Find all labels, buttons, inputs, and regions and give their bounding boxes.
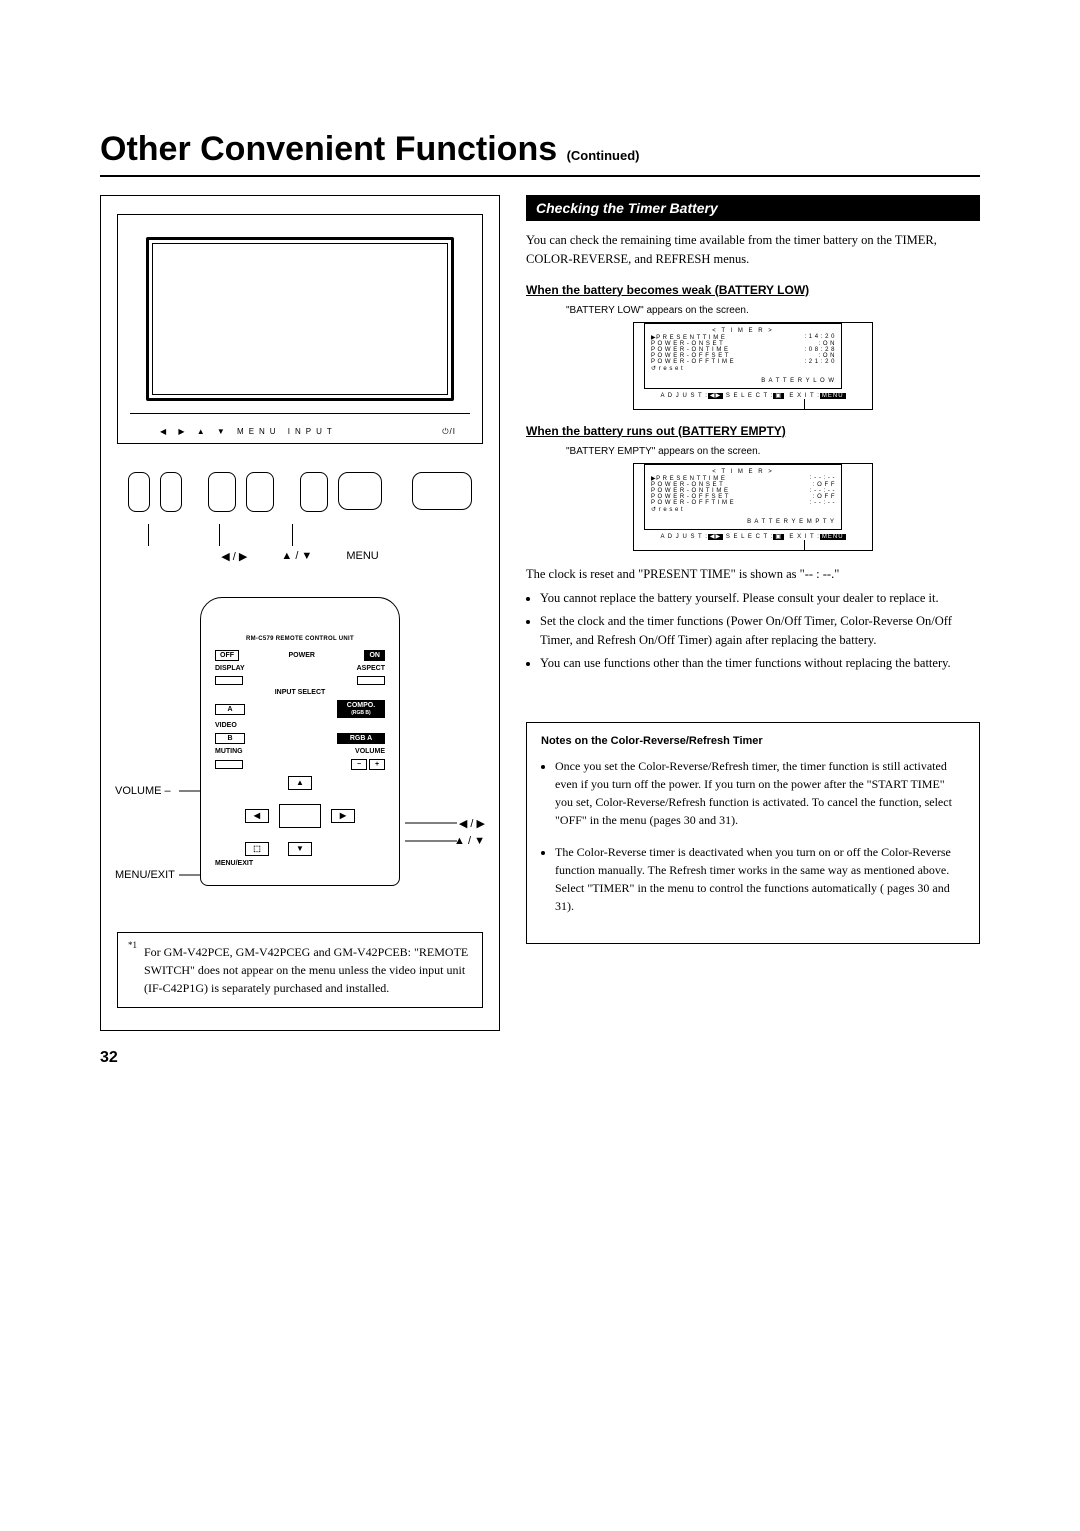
note-item: The Color-Reverse timer is deactivated w… bbox=[555, 843, 965, 915]
page-title: Other Convenient Functions (Continued) bbox=[100, 130, 980, 169]
side-label-volume: VOLUME – bbox=[115, 785, 171, 797]
tv-screen bbox=[146, 237, 454, 401]
bullet: Set the clock and the timer functions (P… bbox=[540, 612, 980, 650]
side-label-ud: ▲ / ▼ bbox=[454, 835, 485, 847]
remote-model: RM-C579 REMOTE CONTROL UNIT bbox=[215, 636, 385, 642]
clock-reset-text: The clock is reset and "PRESENT TIME" is… bbox=[526, 565, 980, 584]
remote-power-label: POWER bbox=[289, 652, 315, 659]
side-label-menuexit: MENU/EXIT bbox=[115, 869, 175, 881]
remote-compo-btn: COMPO. (RGB B) bbox=[337, 700, 385, 718]
remote-vol-plus: + bbox=[369, 759, 385, 770]
remote-muting-btn bbox=[215, 760, 243, 769]
remote-rgba-btn: RGB A bbox=[337, 733, 385, 744]
subhead-battery-low: When the battery becomes weak (BATTERY L… bbox=[526, 283, 980, 297]
page-number: 32 bbox=[100, 1049, 500, 1067]
remote-muting-label: MUTING bbox=[215, 748, 243, 755]
remote-control: RM-C579 REMOTE CONTROL UNIT OFF POWER ON… bbox=[200, 597, 400, 886]
footnote: *1 For GM-V42PCE, GM-V42PCEG and GM-V42P… bbox=[117, 932, 483, 1008]
tv-panel: ◀ ▶ ▲ ▼ MENU INPUT ⏻/I bbox=[117, 214, 483, 444]
remote-on-btn: ON bbox=[364, 650, 385, 661]
front-btn bbox=[338, 472, 382, 510]
tv-base: ◀ ▶ ▲ ▼ MENU INPUT ⏻/I bbox=[130, 413, 470, 435]
bullet: You cannot replace the battery yourself.… bbox=[540, 589, 980, 608]
front-btn bbox=[300, 472, 328, 512]
intro-text: You can check the remaining time availab… bbox=[526, 231, 980, 269]
remote-aspect-label: ASPECT bbox=[357, 665, 385, 672]
front-btn bbox=[246, 472, 274, 512]
battery-bullets: You cannot replace the battery yourself.… bbox=[526, 589, 980, 672]
btn-label-lr: ◀ / ▶ bbox=[221, 550, 247, 563]
remote-b-btn: B bbox=[215, 733, 245, 744]
note-item: Once you set the Color-Reverse/Refresh t… bbox=[555, 757, 965, 829]
caption-battery-low: "BATTERY LOW" appears on the screen. bbox=[566, 305, 980, 316]
remote-volume-label: VOLUME bbox=[355, 748, 385, 755]
notes-title: Notes on the Color-Reverse/Refresh Timer bbox=[541, 735, 965, 747]
dpad-center bbox=[279, 804, 321, 828]
caption-battery-empty: "BATTERY EMPTY" appears on the screen. bbox=[566, 446, 980, 457]
remote-display-label: DISPLAY bbox=[215, 665, 245, 672]
dpad-up: ▲ bbox=[288, 776, 312, 790]
bullet: You can use functions other than the tim… bbox=[540, 654, 980, 673]
remote-display-btn bbox=[215, 676, 243, 685]
front-btn bbox=[208, 472, 236, 512]
tv-power-symbol: ⏻/I bbox=[442, 427, 456, 437]
tv-arrow-labels: ◀ ▶ ▲ ▼ MENU INPUT bbox=[160, 427, 337, 437]
remote-input-select: INPUT SELECT bbox=[275, 689, 326, 696]
subhead-battery-empty: When the battery runs out (BATTERY EMPTY… bbox=[526, 424, 980, 438]
remote-dpad: ▲ ▼ ◀ ▶ ⬚ bbox=[245, 776, 355, 856]
btn-label-ud: ▲ / ▼ bbox=[281, 550, 312, 563]
title-continued: (Continued) bbox=[567, 148, 640, 163]
front-btn bbox=[128, 472, 150, 512]
osd-battery-empty: < T I M E R > ▶P R E S E N T T I M E: - … bbox=[633, 463, 873, 551]
front-buttons bbox=[117, 472, 483, 512]
remote-menuexit-btn: ⬚ bbox=[245, 842, 269, 856]
osd-battery-low: < T I M E R > ▶P R E S E N T T I M E: 1 … bbox=[633, 322, 873, 410]
dpad-left: ◀ bbox=[245, 809, 269, 823]
title-rule bbox=[100, 175, 980, 177]
btn-label-menu: MENU bbox=[346, 550, 378, 563]
front-btn bbox=[412, 472, 472, 510]
remote-a-btn: A bbox=[215, 704, 245, 715]
remote-video-label: VIDEO bbox=[215, 722, 237, 729]
footnote-marker: *1 bbox=[128, 939, 137, 953]
section-heading: Checking the Timer Battery bbox=[526, 195, 980, 221]
title-text: Other Convenient Functions bbox=[100, 130, 557, 168]
remote-aspect-btn bbox=[357, 676, 385, 685]
dpad-down: ▼ bbox=[288, 842, 312, 856]
remote-vol-minus: − bbox=[351, 759, 367, 770]
device-diagram-box: ◀ ▶ ▲ ▼ MENU INPUT ⏻/I bbox=[100, 195, 500, 1031]
remote-menuexit-label: MENU/EXIT bbox=[215, 860, 385, 867]
side-label-lr: ◀ / ▶ bbox=[459, 817, 485, 830]
footnote-text: For GM-V42PCE, GM-V42PCEG and GM-V42PCEB… bbox=[144, 943, 470, 997]
front-btn bbox=[160, 472, 182, 512]
notes-box: Notes on the Color-Reverse/Refresh Timer… bbox=[526, 722, 980, 944]
remote-off-btn: OFF bbox=[215, 650, 239, 661]
dpad-right: ▶ bbox=[331, 809, 355, 823]
